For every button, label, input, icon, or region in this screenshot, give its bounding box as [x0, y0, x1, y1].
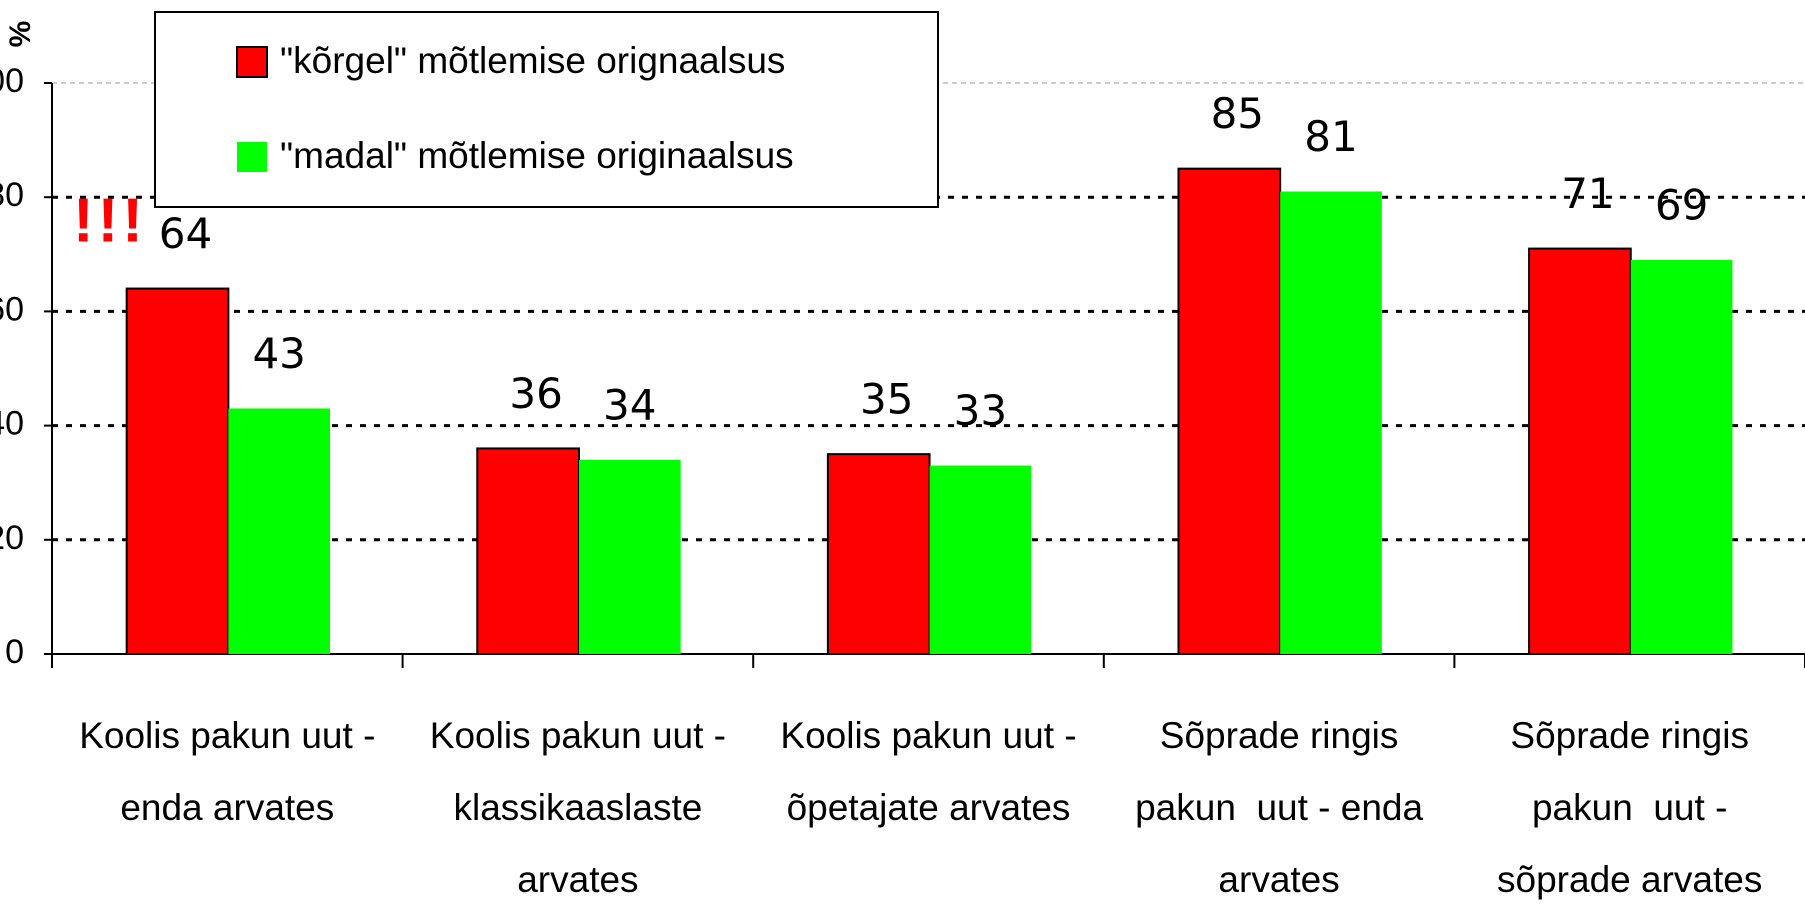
- value-label: 64: [159, 209, 212, 258]
- x-tick-label: sõprade arvates: [1497, 859, 1762, 900]
- x-tick-label: enda arvates: [120, 787, 334, 828]
- y-tick-label: 40: [0, 405, 24, 443]
- value-label: 36: [509, 369, 562, 418]
- y-tick-label: 80: [0, 176, 24, 214]
- x-tick-label: Sõprade ringis: [1160, 715, 1399, 756]
- x-tick-label: õpetajate arvates: [787, 787, 1071, 828]
- legend-swatch: [237, 142, 267, 172]
- x-tick-label: pakun uut -: [1532, 787, 1727, 828]
- bar: [826, 453, 931, 655]
- value-label: 85: [1211, 89, 1264, 138]
- x-tick-label: arvates: [517, 859, 638, 900]
- value-label: 43: [252, 329, 305, 378]
- x-tick-label: Koolis pakun uut -: [780, 715, 1076, 756]
- bar: [929, 465, 1032, 654]
- y-tick-label: 60: [0, 290, 24, 328]
- legend-label: "madal" mõtlemise originaalsus: [280, 135, 794, 176]
- annotation: !!!: [73, 186, 147, 255]
- bar: [1177, 167, 1282, 655]
- bar: [1630, 260, 1733, 654]
- legend-label: "kõrgel" mõtlemise orignaalsus: [280, 40, 785, 81]
- y-tick-label: 20: [0, 519, 24, 557]
- bar: [1528, 247, 1632, 655]
- x-tick-label: Koolis pakun uut -: [79, 715, 375, 756]
- x-tick-label: arvates: [1218, 859, 1339, 900]
- bar: [125, 287, 230, 655]
- y-axis-label: %: [4, 21, 37, 48]
- value-label: 69: [1655, 181, 1708, 230]
- legend-box: [154, 11, 939, 208]
- value-label: 35: [860, 375, 913, 424]
- bar: [476, 447, 580, 655]
- x-tick-label: Sõprade ringis: [1510, 715, 1749, 756]
- legend: "kõrgel" mõtlemise orignaalsus "madal" mõ…: [154, 11, 939, 208]
- y-tick-label: 0: [5, 633, 24, 671]
- value-label: 34: [603, 380, 656, 429]
- x-tick-label: klassikaaslaste: [453, 787, 702, 828]
- bar: [228, 408, 331, 654]
- x-tick-label: pakun uut - enda: [1135, 787, 1423, 828]
- value-label: 81: [1304, 112, 1357, 161]
- y-tick-label: 100: [0, 62, 24, 100]
- legend-swatch: [236, 46, 268, 78]
- bar: [1280, 191, 1382, 655]
- x-tick-label: Koolis pakun uut -: [430, 715, 726, 756]
- value-label: 71: [1561, 169, 1614, 218]
- value-label: 33: [954, 386, 1007, 435]
- bar: [578, 459, 681, 654]
